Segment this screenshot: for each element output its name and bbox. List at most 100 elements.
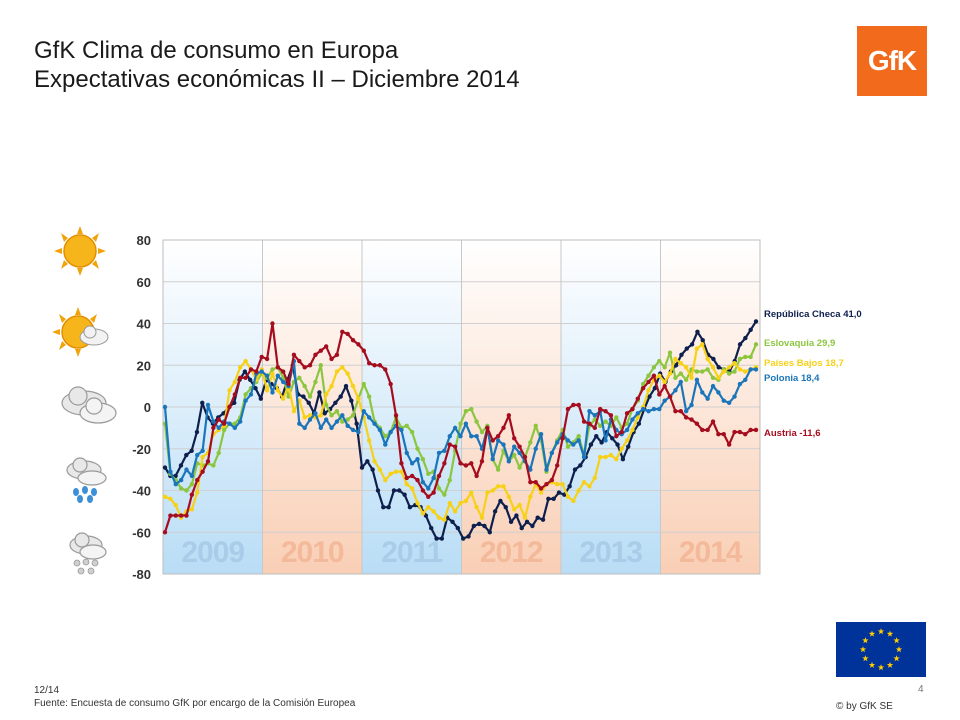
data-point [189, 507, 195, 512]
data-point [238, 365, 243, 370]
data-point [184, 488, 189, 493]
data-point [608, 452, 614, 458]
data-point [270, 367, 275, 372]
data-point [603, 408, 608, 414]
data-point [323, 417, 329, 422]
data-point [555, 463, 560, 468]
data-point [592, 425, 598, 431]
data-point [594, 434, 599, 439]
data-point [318, 363, 324, 368]
year-labels: 2009 2010 2011 2012 2013 2014 [181, 536, 744, 569]
data-point [538, 490, 544, 495]
data-point [533, 446, 538, 451]
data-point [452, 444, 458, 449]
data-point [307, 363, 313, 368]
data-point [297, 358, 302, 364]
data-point [323, 344, 329, 349]
page-subtitle: Expectativas económicas II – Diciembre 2… [34, 66, 520, 93]
data-point [492, 509, 498, 514]
data-point [624, 421, 630, 426]
data-point [426, 471, 431, 476]
data-point [195, 452, 200, 458]
data-point [630, 417, 635, 422]
data-point [495, 484, 501, 489]
data-point [581, 479, 587, 485]
data-point [716, 431, 721, 437]
series-end-label: República Checa 41,0 [764, 309, 862, 320]
data-point [514, 513, 519, 518]
data-point [679, 352, 684, 358]
data-point [178, 513, 184, 518]
data-point [673, 388, 678, 393]
data-point [517, 465, 522, 470]
data-point [307, 417, 313, 422]
data-point [399, 427, 404, 433]
data-point [322, 411, 327, 416]
data-point [232, 425, 238, 431]
data-point [375, 488, 381, 493]
data-point [479, 459, 485, 464]
data-point [270, 371, 275, 376]
series-4 [162, 358, 759, 491]
y-tick-label: -60 [132, 525, 151, 540]
data-point [694, 421, 700, 426]
data-point [391, 488, 397, 493]
data-point [528, 479, 533, 485]
data-point [506, 494, 512, 499]
data-point [291, 408, 297, 414]
data-point [211, 419, 216, 424]
data-point [452, 509, 458, 514]
page-title: GfK Clima de consumo en Europa [34, 37, 399, 64]
data-point [495, 467, 501, 472]
copyright: © by GfK SE [836, 701, 893, 712]
data-point [524, 519, 530, 525]
data-point [567, 484, 572, 489]
data-point [608, 413, 614, 418]
data-point [614, 456, 619, 462]
data-point [200, 469, 205, 474]
cloud-icon [61, 386, 117, 424]
data-point [544, 467, 549, 472]
data-point [366, 415, 372, 420]
data-point [667, 371, 673, 376]
data-point [291, 352, 297, 358]
data-point [694, 346, 700, 351]
data-point [581, 419, 587, 424]
data-point [211, 463, 216, 468]
data-point [393, 469, 399, 474]
data-point [420, 456, 426, 462]
data-point [624, 427, 630, 433]
data-point [469, 490, 474, 495]
eu-star [886, 630, 894, 637]
data-point [420, 511, 426, 516]
data-point [407, 505, 413, 510]
data-point [383, 477, 388, 483]
data-point [436, 486, 442, 491]
data-point [474, 473, 479, 479]
data-point [216, 425, 221, 431]
data-point [377, 427, 383, 433]
data-point [313, 379, 318, 385]
data-point [522, 454, 528, 460]
eu-star [886, 661, 894, 668]
data-point [329, 356, 334, 362]
data-point [365, 459, 370, 464]
data-point [221, 427, 227, 433]
data-point [630, 427, 635, 433]
y-tick-label: 20 [137, 358, 151, 373]
data-point [253, 386, 258, 391]
gfk-logo-text: GfK [867, 45, 917, 76]
eu-star [877, 628, 885, 635]
data-point [409, 473, 415, 479]
year-label: 2012 [480, 536, 543, 569]
data-point [334, 369, 340, 374]
data-point [436, 515, 442, 520]
data-point [555, 440, 560, 445]
data-point [409, 429, 415, 435]
data-point [463, 421, 469, 426]
data-point [512, 436, 517, 441]
data-point [409, 461, 415, 466]
data-point [318, 348, 324, 353]
data-point [205, 459, 211, 464]
data-point [302, 425, 307, 431]
